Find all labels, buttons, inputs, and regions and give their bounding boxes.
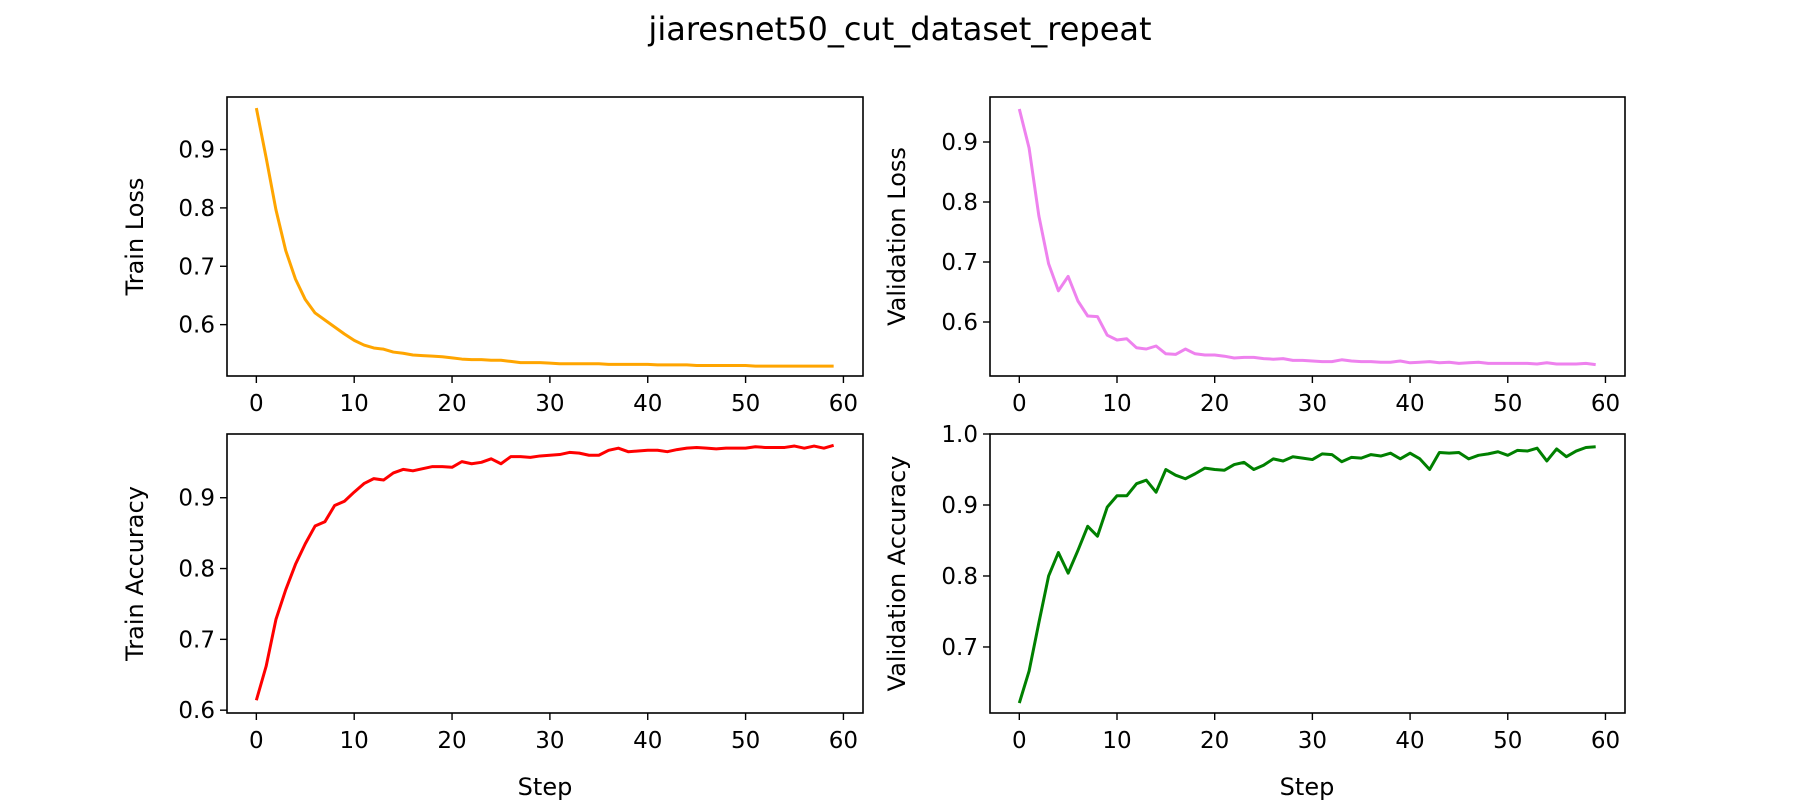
x-tick-label: 60 [1591, 728, 1620, 754]
x-tick-label: 60 [1591, 391, 1620, 417]
series-line [254, 443, 835, 701]
x-tick-label: 40 [633, 391, 662, 417]
y-axis-label: Validation Loss [883, 147, 911, 326]
x-tick-label: 30 [1298, 728, 1327, 754]
y-tick-label: 0.9 [941, 493, 978, 519]
x-tick-label: 50 [1493, 391, 1522, 417]
x-tick-label: 60 [829, 391, 858, 417]
chart-3-marks: 0 10 20 30 40 50 60 0.7 0.8 0.9 1.0 [941, 422, 1620, 754]
y-tick-label: 0.9 [178, 138, 215, 164]
x-axis-label: Step [518, 773, 573, 800]
plot-frame [989, 96, 1626, 377]
chart-1-marks: 0 10 20 30 40 50 60 0.6 0.7 0.8 0.9 [941, 108, 1620, 417]
y-tick-label: 0.6 [178, 698, 215, 724]
x-tick-label: 30 [1298, 391, 1327, 417]
x-tick-label: 40 [1395, 391, 1424, 417]
x-tick-label: 50 [731, 728, 760, 754]
x-tick-label: 50 [731, 391, 760, 417]
y-tick-label: 0.9 [178, 486, 215, 512]
x-tick-label: 40 [1395, 728, 1424, 754]
series-line [1017, 445, 1596, 704]
x-tick-label: 10 [340, 391, 369, 417]
y-tick-label: 0.6 [178, 313, 215, 339]
plot-frame [226, 433, 864, 714]
y-tick-label: 0.9 [941, 130, 978, 156]
x-tick-label: 10 [1102, 391, 1131, 417]
y-tick-label: 0.8 [178, 557, 215, 583]
y-tick-label: 0.7 [941, 635, 978, 661]
y-tick-label: 0.7 [941, 250, 978, 276]
x-tick-label: 50 [1493, 728, 1522, 754]
series-line [1017, 108, 1596, 367]
x-tick-label: 60 [829, 728, 858, 754]
y-axis-label: Validation Accuracy [883, 456, 911, 692]
x-tick-label: 0 [249, 391, 264, 417]
y-tick-label: 1.0 [941, 422, 978, 448]
subplot-validation-loss: Validation Loss [883, 96, 1626, 377]
x-tick-label: 10 [1102, 728, 1131, 754]
x-tick-label: 30 [535, 728, 564, 754]
x-tick-label: 0 [1012, 391, 1027, 417]
subplot-train-accuracy: Train Accuracy Step [121, 433, 864, 800]
y-tick-label: 0.8 [941, 564, 978, 590]
x-tick-label: 40 [633, 728, 662, 754]
y-tick-label: 0.8 [178, 196, 215, 222]
x-tick-label: 20 [1200, 728, 1229, 754]
y-tick-label: 0.6 [941, 310, 978, 336]
subplot-validation-accuracy: Validation Accuracy Step [883, 433, 1626, 800]
x-tick-label: 20 [437, 391, 466, 417]
plot-frame [226, 96, 864, 377]
y-axis-label: Train Accuracy [121, 486, 149, 662]
y-tick-label: 0.7 [178, 254, 215, 280]
chart-2-marks: 0 10 20 30 40 50 60 0.6 0.7 0.8 0.9 [178, 443, 858, 754]
x-tick-label: 20 [437, 728, 466, 754]
x-axis-label: Step [1280, 773, 1335, 800]
x-tick-label: 10 [340, 728, 369, 754]
chart-0-marks: 0 10 20 30 40 50 60 0.6 0.7 0.8 0.9 [178, 107, 858, 417]
subplot-train-loss: Train Loss [121, 96, 864, 377]
figure-title: jiaresnet50_cut_dataset_repeat [647, 10, 1151, 48]
x-tick-label: 30 [535, 391, 564, 417]
x-tick-label: 20 [1200, 391, 1229, 417]
plot-frame [989, 433, 1626, 714]
y-tick-label: 0.8 [941, 190, 978, 216]
x-tick-label: 0 [249, 728, 264, 754]
y-axis-label: Train Loss [121, 178, 149, 297]
series-line [254, 107, 834, 368]
y-tick-label: 0.7 [178, 627, 215, 653]
x-tick-label: 0 [1012, 728, 1027, 754]
